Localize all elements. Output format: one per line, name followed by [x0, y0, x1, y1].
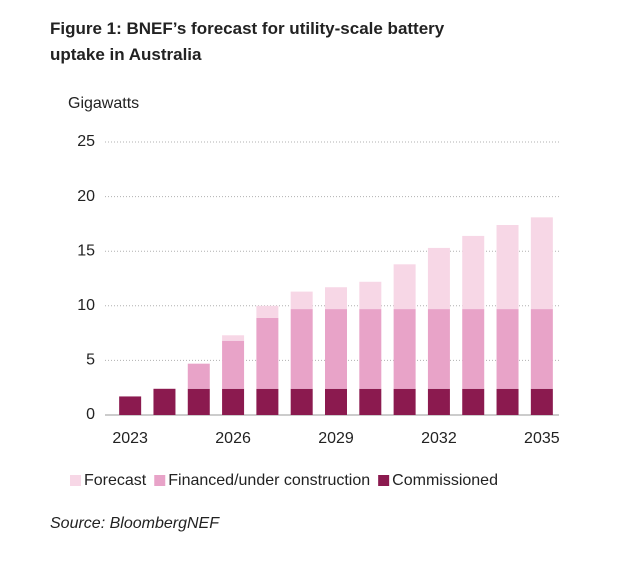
- bar-segment: [119, 396, 142, 415]
- bar-segment: [462, 388, 485, 415]
- y-tick-label: 25: [77, 133, 95, 150]
- bar-segment: [153, 388, 176, 415]
- bar-segment: [256, 317, 279, 389]
- x-tick-label: 2023: [112, 430, 148, 447]
- y-tick-label: 5: [86, 352, 95, 369]
- source: Source: BloombergNEF: [50, 515, 220, 532]
- bar-segment: [256, 305, 279, 318]
- bar-segment: [325, 309, 347, 389]
- bar-segment: [290, 388, 313, 415]
- chart-title: Figure 1: BNEF’s forecast for utility-sc…: [50, 19, 445, 64]
- bar-segment: [530, 388, 553, 415]
- legend-swatch: [378, 475, 390, 486]
- bar-segment: [462, 235, 485, 310]
- bar-segment: [427, 388, 450, 415]
- bar-segment: [427, 309, 450, 389]
- bar-segment: [462, 309, 485, 389]
- bar-segment: [530, 309, 553, 389]
- bar-segment: [187, 388, 210, 415]
- bar-segment: [359, 281, 382, 310]
- x-tick-label: 2026: [215, 430, 251, 447]
- bar-segment: [187, 363, 210, 389]
- x-tick-label: 2032: [421, 430, 457, 447]
- bar-segment: [222, 388, 245, 415]
- y-tick-label: 10: [77, 297, 95, 314]
- bar-segment: [427, 247, 450, 310]
- bar-segment: [393, 388, 416, 415]
- bar-segment: [325, 388, 347, 415]
- bar-segment: [496, 309, 519, 389]
- bar-segment: [393, 309, 416, 389]
- legend-swatch: [154, 475, 166, 486]
- bar-segment: [222, 340, 245, 389]
- bar-segment: [290, 291, 313, 310]
- bar-segment: [530, 217, 553, 310]
- bar-segment: [359, 309, 382, 389]
- bar-segment: [359, 388, 382, 415]
- legend-label: Financed/under construction: [168, 472, 370, 489]
- legend-label: Forecast: [84, 472, 147, 489]
- legend-label: Commissioned: [392, 472, 498, 489]
- bar-segment: [393, 264, 416, 310]
- bar-segment: [222, 335, 245, 341]
- bar-segment: [290, 309, 313, 389]
- y-tick-label: 20: [77, 188, 95, 205]
- title-line: Figure 1: BNEF’s forecast for utility-sc…: [50, 19, 445, 38]
- bar-segment: [496, 388, 519, 415]
- bar-segment: [496, 224, 519, 310]
- y-tick-label: 0: [86, 406, 95, 423]
- x-tick-label: 2029: [318, 430, 354, 447]
- bar-segment: [325, 287, 347, 310]
- bar-segment: [256, 388, 279, 415]
- y-tick-label: 15: [77, 242, 95, 259]
- title-line: uptake in Australia: [50, 45, 202, 64]
- x-tick-label: 2035: [524, 430, 560, 447]
- y-axis-label: Gigawatts: [68, 95, 139, 112]
- legend-swatch: [70, 475, 81, 486]
